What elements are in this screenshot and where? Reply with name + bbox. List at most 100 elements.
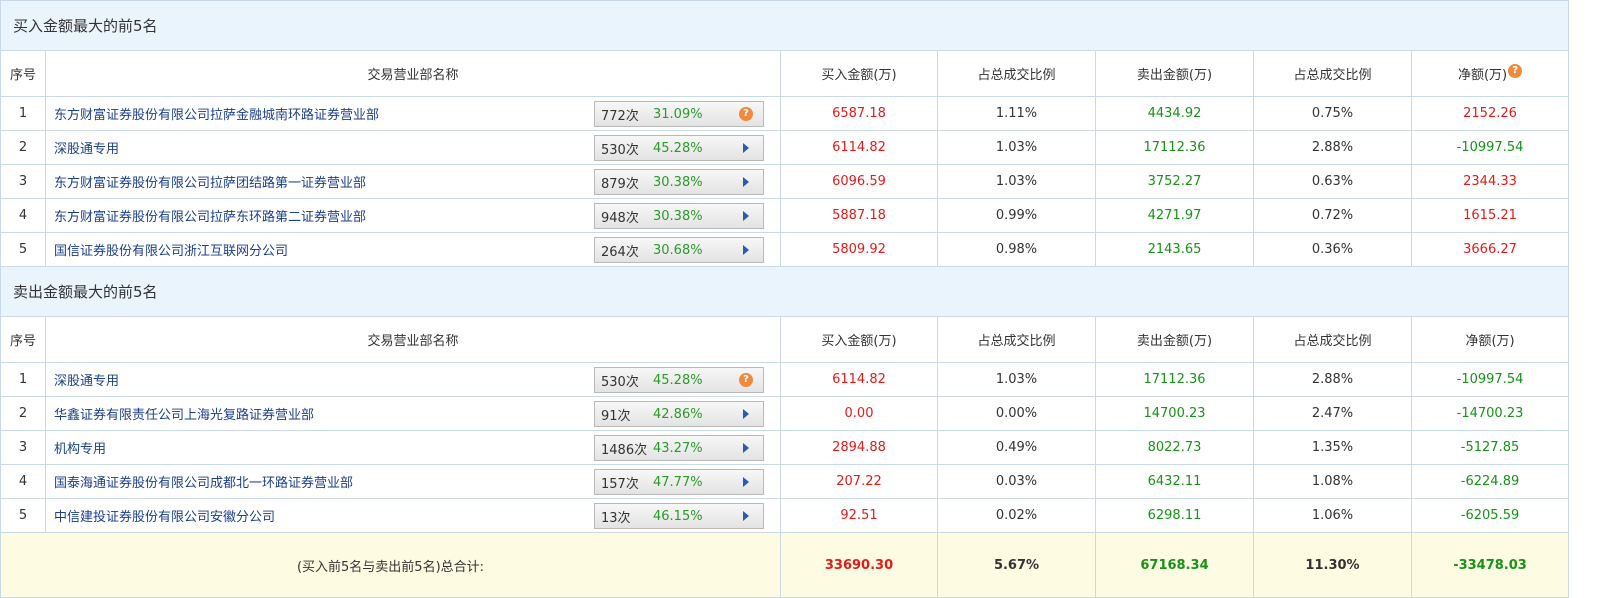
question-icon[interactable]: ? (739, 107, 753, 121)
win-rate: 30.38% (653, 208, 703, 224)
arrow-right-icon[interactable] (743, 211, 749, 221)
trade-count: 264次 (601, 244, 639, 260)
lhb-table: 买入金额最大的前5名 序号 交易营业部名称 买入金额(万) 占总成交比例 卖出金… (0, 0, 1570, 598)
col-sell-ratio: 占总成交比例 (1253, 50, 1412, 97)
arrow-right-icon[interactable] (743, 245, 749, 255)
buy-ratio: 0.03% (937, 464, 1096, 499)
column-header-row: 序号 交易营业部名称 买入金额(万) 占总成交比例 卖出金额(万) 占总成交比例… (0, 316, 1570, 363)
col-name: 交易营业部名称 (45, 316, 781, 363)
branch-name-link[interactable]: 东方财富证券股份有限公司拉萨金融城南环路证券营业部 (54, 108, 380, 123)
trade-stats-badge[interactable]: 879次 30.38% (594, 169, 764, 195)
table-row: 5 中信建投证券股份有限公司安徽分公司 13次 46.15% 92.51 0.02… (0, 498, 1570, 533)
row-idx: 3 (0, 430, 46, 465)
trade-count: 157次 (601, 476, 639, 492)
col-buy: 买入金额(万) (780, 50, 938, 97)
buy-ratio: 0.00% (937, 396, 1096, 431)
arrow-right-icon[interactable] (743, 409, 749, 419)
question-icon[interactable]: ? (739, 373, 753, 387)
net-amount: -10997.54 (1410, 130, 1570, 165)
table-row: 3 机构专用 1486次 43.27% 2894.88 0.49% 8022.73… (0, 430, 1570, 465)
arrow-right-icon[interactable] (743, 143, 749, 153)
table-row: 2 深股通专用 530次 45.28% 6114.82 1.03% 17112.3… (0, 130, 1570, 165)
arrow-right-icon[interactable] (743, 443, 749, 453)
branch-name-link[interactable]: 深股通专用 (54, 142, 120, 157)
trade-stats-badge[interactable]: 264次 30.68% (594, 237, 764, 263)
net-amount: 2152.26 (1410, 96, 1570, 131)
total-row: (买入前5名与卖出前5名)总合计: 33690.30 5.67% 67168.3… (0, 532, 1570, 598)
col-buy-ratio: 占总成交比例 (937, 316, 1096, 363)
trade-stats-badge[interactable]: 91次 42.86% (594, 401, 764, 427)
buy-amount: 6114.82 (780, 362, 938, 397)
sell-ratio: 0.75% (1253, 96, 1412, 131)
row-idx: 3 (0, 164, 46, 199)
row-idx: 1 (0, 362, 46, 397)
win-rate: 45.28% (653, 140, 703, 156)
sell-ratio: 0.36% (1253, 232, 1412, 267)
trade-stats-badge[interactable]: 772次 31.09%? (594, 101, 764, 127)
sell-amount: 3752.27 (1095, 164, 1254, 199)
col-buy: 买入金额(万) (780, 316, 938, 363)
buy-ratio: 0.99% (937, 198, 1096, 233)
sell-ratio: 2.88% (1253, 362, 1412, 397)
question-icon[interactable]: ? (1508, 64, 1523, 78)
trade-stats-badge[interactable]: 948次 30.38% (594, 203, 764, 229)
branch-name-link[interactable]: 国泰海通证券股份有限公司成都北一环路证券营业部 (54, 476, 354, 491)
col-net: 净额(万) (1410, 316, 1570, 363)
win-rate: 43.27% (653, 440, 703, 456)
branch-name-link[interactable]: 深股通专用 (54, 374, 120, 389)
sell-ratio: 2.88% (1253, 130, 1412, 165)
trade-stats-badge[interactable]: 530次 45.28% (594, 135, 764, 161)
total-net: -33478.03 (1410, 532, 1570, 598)
buy-amount: 92.51 (780, 498, 938, 533)
trade-count: 1486次 (601, 442, 648, 458)
col-net: 净额(万)? (1410, 50, 1570, 97)
row-idx: 1 (0, 96, 46, 131)
branch-name-link[interactable]: 国信证券股份有限公司浙江互联网分公司 (54, 244, 289, 259)
branch-name-link[interactable]: 华鑫证券有限责任公司上海光复路证券营业部 (54, 408, 315, 423)
trade-stats-badge[interactable]: 1486次 43.27% (594, 435, 764, 461)
trade-stats-badge[interactable]: 13次 46.15% (594, 503, 764, 529)
total-buy: 33690.30 (780, 532, 938, 598)
win-rate: 30.68% (653, 242, 703, 258)
buy-amount: 0.00 (780, 396, 938, 431)
col-net-label: 净额(万) (1457, 68, 1508, 83)
table-row: 1 深股通专用 530次 45.28%? 6114.82 1.03% 17112.… (0, 362, 1570, 397)
table-row: 1 东方财富证券股份有限公司拉萨金融城南环路证券营业部 772次 31.09%? … (0, 96, 1570, 131)
sell-amount: 17112.36 (1095, 130, 1254, 165)
buy-ratio: 0.98% (937, 232, 1096, 267)
arrow-right-icon[interactable] (743, 511, 749, 521)
table-row: 4 东方财富证券股份有限公司拉萨东环路第二证券营业部 948次 30.38% 58… (0, 198, 1570, 233)
branch-name-link[interactable]: 东方财富证券股份有限公司拉萨东环路第二证券营业部 (54, 210, 367, 225)
section-title: 买入金额最大的前5名 (0, 0, 1570, 51)
arrow-right-icon[interactable] (743, 177, 749, 187)
sell-ratio: 2.47% (1253, 396, 1412, 431)
sell-ratio: 1.08% (1253, 464, 1412, 499)
win-rate: 47.77% (653, 474, 703, 490)
trade-stats-badge[interactable]: 157次 47.77% (594, 469, 764, 495)
total-buy-ratio: 5.67% (937, 532, 1096, 598)
sell-ratio: 1.06% (1253, 498, 1412, 533)
sell-ratio: 1.35% (1253, 430, 1412, 465)
col-sell: 卖出金额(万) (1095, 50, 1254, 97)
row-idx: 5 (0, 232, 46, 267)
win-rate: 45.28% (653, 372, 703, 388)
sell-ratio: 0.72% (1253, 198, 1412, 233)
net-amount: -10997.54 (1410, 362, 1570, 397)
buy-ratio: 1.03% (937, 164, 1096, 199)
total-sell: 67168.34 (1095, 532, 1254, 598)
branch-name-link[interactable]: 东方财富证券股份有限公司拉萨团结路第一证券营业部 (54, 176, 367, 191)
table-row: 2 华鑫证券有限责任公司上海光复路证券营业部 91次 42.86% 0.00 0.… (0, 396, 1570, 431)
sell-amount: 4434.92 (1095, 96, 1254, 131)
arrow-right-icon[interactable] (743, 477, 749, 487)
sell-amount: 8022.73 (1095, 430, 1254, 465)
col-sell: 卖出金额(万) (1095, 316, 1254, 363)
branch-name-link[interactable]: 机构专用 (54, 442, 107, 457)
net-amount: 2344.33 (1410, 164, 1570, 199)
trade-stats-badge[interactable]: 530次 45.28%? (594, 367, 764, 393)
net-amount: 3666.27 (1410, 232, 1570, 267)
sell-amount: 4271.97 (1095, 198, 1254, 233)
branch-name-link[interactable]: 中信建投证券股份有限公司安徽分公司 (54, 510, 276, 525)
buy-amount: 5809.92 (780, 232, 938, 267)
win-rate: 46.15% (653, 508, 703, 524)
sell-amount: 17112.36 (1095, 362, 1254, 397)
